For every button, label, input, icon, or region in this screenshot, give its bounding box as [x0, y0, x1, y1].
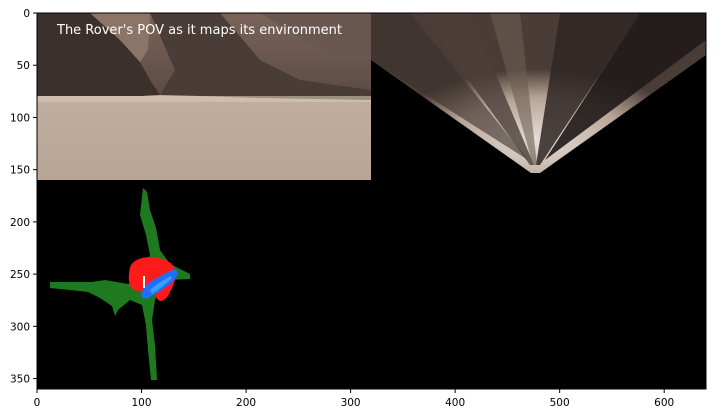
- y-tick-label: 350: [10, 374, 30, 386]
- axes-frame: [36, 12, 707, 390]
- x-tick-label: 400: [445, 397, 465, 409]
- world-map-panel: [50, 188, 190, 380]
- camera-view-panel: [37, 13, 371, 180]
- x-tick-label: 0: [34, 397, 41, 409]
- y-tick-label: 250: [10, 269, 30, 281]
- caption-text: The Rover's POV as it maps its environme…: [56, 23, 342, 38]
- x-axis: 0 100 200 300 400 500 600: [34, 389, 674, 409]
- y-axis: 0 50 100 150 200 250 300 350: [10, 8, 37, 386]
- x-tick-label: 600: [654, 397, 674, 409]
- y-tick-label: 50: [17, 60, 30, 72]
- obstacle-region: [128, 257, 176, 301]
- navigable-terrain: [50, 188, 190, 380]
- x-tick-label: 100: [132, 397, 152, 409]
- y-tick-label: 300: [10, 321, 30, 333]
- warped-view-panel: [371, 13, 706, 173]
- x-tick-label: 200: [236, 397, 256, 409]
- y-tick-label: 100: [10, 112, 30, 124]
- y-tick-label: 200: [10, 217, 30, 229]
- rover-marker: [143, 276, 145, 288]
- x-tick-label: 500: [550, 397, 570, 409]
- rover-path-highlight: [150, 276, 172, 294]
- y-tick-label: 150: [10, 165, 30, 177]
- y-tick-label: 0: [23, 8, 30, 20]
- x-tick-label: 300: [341, 397, 361, 409]
